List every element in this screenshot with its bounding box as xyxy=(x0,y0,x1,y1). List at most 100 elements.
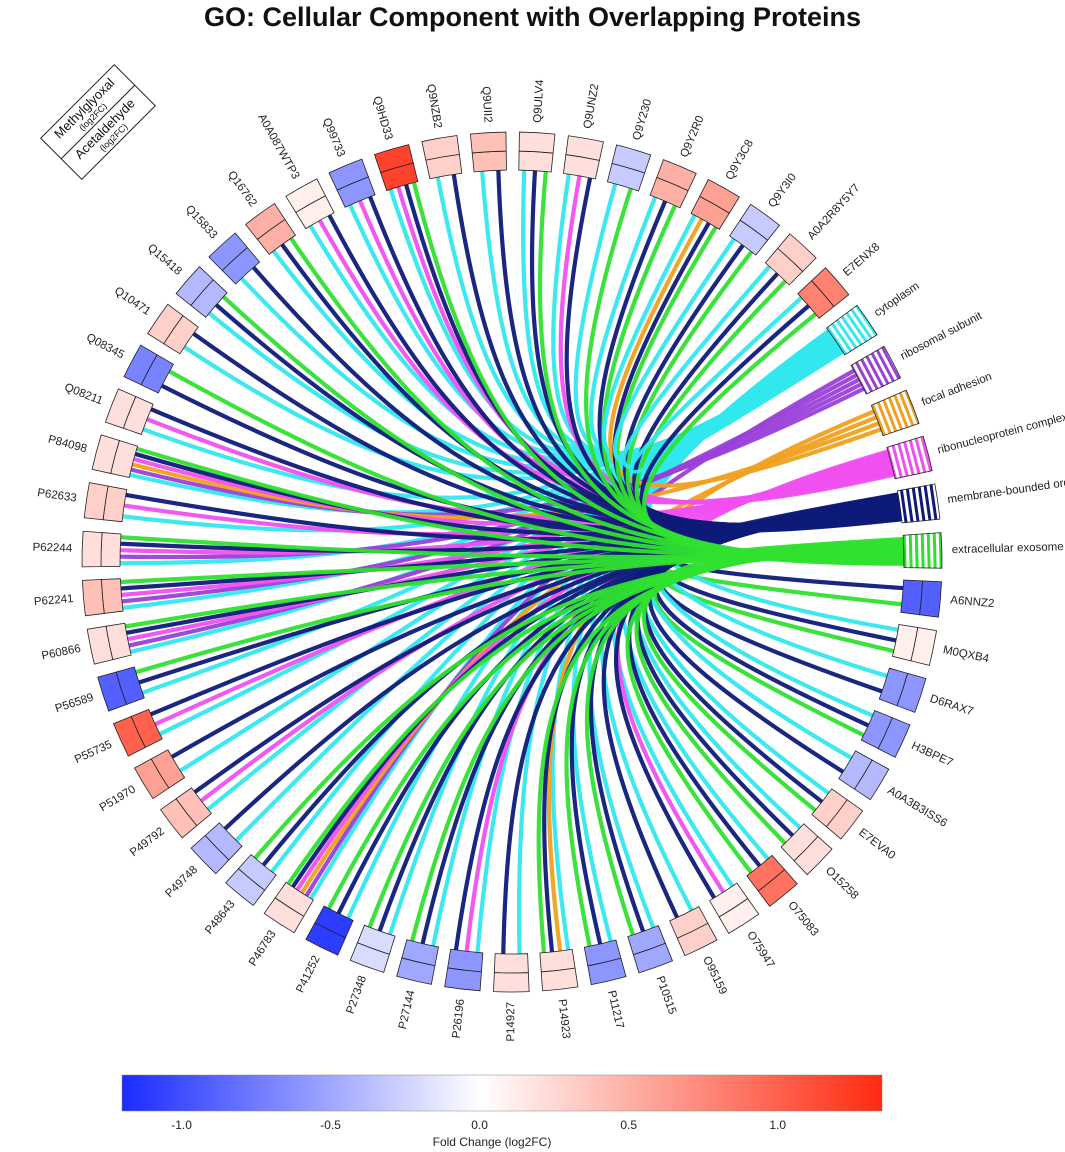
protein-label-P26196: P26196 xyxy=(451,998,468,1039)
acetaldehyde-cell xyxy=(86,625,114,665)
acetaldehyde-cell xyxy=(793,835,833,876)
circle-segments xyxy=(81,131,943,993)
protein-segment-A0A2R8Y5Y7 xyxy=(764,233,817,286)
term-label-extracellular-exosome: extracellular exosome xyxy=(952,541,1064,556)
protein-segment-P14927 xyxy=(493,953,530,993)
protein-segment-P41252 xyxy=(305,905,354,956)
protein-segment-M0QXB4 xyxy=(892,624,937,666)
protein-segment-P62241 xyxy=(81,578,124,617)
protein-label-Q9Y2R0: Q9Y2R0 xyxy=(678,114,706,159)
protein-segment-A0A087WTP3 xyxy=(285,178,335,230)
acetaldehyde-cell xyxy=(777,233,817,272)
protein-label-P62241: P62241 xyxy=(34,593,75,608)
protein-segment-Q08345 xyxy=(123,344,175,394)
term-label-focal-adhesion: focal adhesion xyxy=(920,371,993,409)
acetaldehyde-cell xyxy=(208,232,248,272)
protein-label-O95159: O95159 xyxy=(700,955,729,997)
protein-label-Q10471: Q10471 xyxy=(112,285,153,318)
colorbar-tick-label: -0.5 xyxy=(320,1118,341,1132)
protein-segment-Q15833 xyxy=(208,232,261,285)
protein-segment-P27348 xyxy=(349,924,396,973)
protein-label-E7EVA0: E7EVA0 xyxy=(856,827,897,863)
protein-segment-P51970 xyxy=(134,749,186,800)
protein-label-P46783: P46783 xyxy=(247,929,279,969)
acetaldehyde-cell xyxy=(421,135,460,161)
chart-title: GO: Cellular Component with Overlapping … xyxy=(203,2,862,32)
methylglyoxal-cell xyxy=(471,150,507,173)
protein-label-P51970: P51970 xyxy=(98,784,138,815)
protein-label-P11217: P11217 xyxy=(605,989,625,1030)
protein-label-Q9Y3C8: Q9Y3C8 xyxy=(724,138,756,182)
protein-label-Q9Y3I0: Q9Y3I0 xyxy=(766,171,799,210)
acetaldehyde-cell xyxy=(245,203,286,240)
acetaldehyde-cell xyxy=(757,868,798,907)
acetaldehyde-cell xyxy=(469,131,507,154)
acetaldehyde-cell xyxy=(91,434,120,474)
protein-segment-E7EVA0 xyxy=(811,788,864,840)
term-segment-extracellular-exosome xyxy=(902,532,943,569)
protein-segment-Q10471 xyxy=(147,303,199,355)
acetaldehyde-cell xyxy=(159,798,198,839)
protein-segment-P14923 xyxy=(539,948,579,992)
acetaldehyde-cell xyxy=(134,758,170,800)
ribbon-P62244-ribosomal-subunit xyxy=(120,382,863,560)
protein-segment-A6NNZ2 xyxy=(900,579,942,618)
acetaldehyde-cell xyxy=(518,131,556,154)
protein-segment-P10515 xyxy=(627,925,674,974)
methylglyoxal-cell xyxy=(100,532,122,568)
protein-segment-Q9NZB2 xyxy=(421,135,463,180)
protein-segment-Q15418 xyxy=(175,266,228,318)
protein-segment-P46783 xyxy=(263,881,314,934)
protein-label-Q9ULV4: Q9ULV4 xyxy=(532,79,547,123)
term-label-ribonucleoprotein-complex: ribonucleoprotein complex xyxy=(936,411,1065,457)
acetaldehyde-cell xyxy=(825,799,864,840)
protein-segment-Q9Y3C8 xyxy=(690,178,740,230)
acetaldehyde-cell xyxy=(263,897,305,934)
protein-label-P62633: P62633 xyxy=(36,487,77,505)
ribbon-E7ENX8-extracellular-exosome xyxy=(642,312,905,566)
methylglyoxal-cell xyxy=(518,150,554,173)
acetaldehyde-cell xyxy=(81,530,103,568)
fc-legend-box: Methylglyoxal(log2FC)Acetaldehyde(log2FC… xyxy=(40,64,156,180)
protein-label-O15258: O15258 xyxy=(823,865,861,902)
acetaldehyde-cell xyxy=(811,267,850,308)
protein-label-D6RAX7: D6RAX7 xyxy=(928,693,974,718)
protein-label-Q08211: Q08211 xyxy=(63,382,105,408)
term-segment-ribonucleoprotein-complex xyxy=(886,435,933,480)
protein-label-P62244: P62244 xyxy=(32,542,73,555)
protein-segment-E7ENX8 xyxy=(797,267,850,319)
protein-label-Q9Y230: Q9Y230 xyxy=(631,98,654,142)
protein-segment-P49792 xyxy=(159,787,212,839)
protein-segment-P48643 xyxy=(225,853,277,907)
protein-label-P27144: P27144 xyxy=(397,988,418,1030)
protein-label-A6NNZ2: A6NNZ2 xyxy=(950,594,995,610)
protein-segment-P60866 xyxy=(86,622,132,665)
protein-label-P27348: P27348 xyxy=(344,974,369,1015)
acetaldehyde-cell xyxy=(632,942,674,974)
protein-label-O75947: O75947 xyxy=(744,929,776,970)
protein-segment-O75947 xyxy=(709,882,760,934)
acetaldehyde-cell xyxy=(676,922,718,957)
acetaldehyde-cell xyxy=(896,672,927,713)
protein-label-P48643: P48643 xyxy=(203,898,237,936)
acetaldehyde-cell xyxy=(877,717,911,758)
acetaldehyde-cell xyxy=(699,178,740,214)
protein-label-H3BPE7: H3BPE7 xyxy=(909,740,954,769)
protein-label-A0A087WTP3: A0A087WTP3 xyxy=(255,112,301,181)
acetaldehyde-cell xyxy=(374,144,414,174)
acetaldehyde-cell xyxy=(919,580,942,618)
protein-segment-P27144 xyxy=(396,939,439,985)
acetaldehyde-cell xyxy=(444,967,482,992)
acetaldehyde-cell xyxy=(328,158,369,191)
protein-segment-Q99733 xyxy=(328,158,376,208)
protein-segment-Q9UII2 xyxy=(469,131,507,173)
term-segment-ribosomal-subunit xyxy=(850,345,902,395)
protein-segment-P11217 xyxy=(583,939,627,986)
protein-label-Q9NZB2: Q9NZB2 xyxy=(424,83,443,129)
acetaldehyde-cell xyxy=(718,898,760,934)
protein-label-Q15833: Q15833 xyxy=(183,203,219,241)
protein-segment-P62633 xyxy=(83,482,128,523)
ribbon-P84098-ribosomal-subunit xyxy=(130,386,865,517)
acetaldehyde-cell xyxy=(587,957,627,986)
protein-label-P41252: P41252 xyxy=(294,954,322,995)
